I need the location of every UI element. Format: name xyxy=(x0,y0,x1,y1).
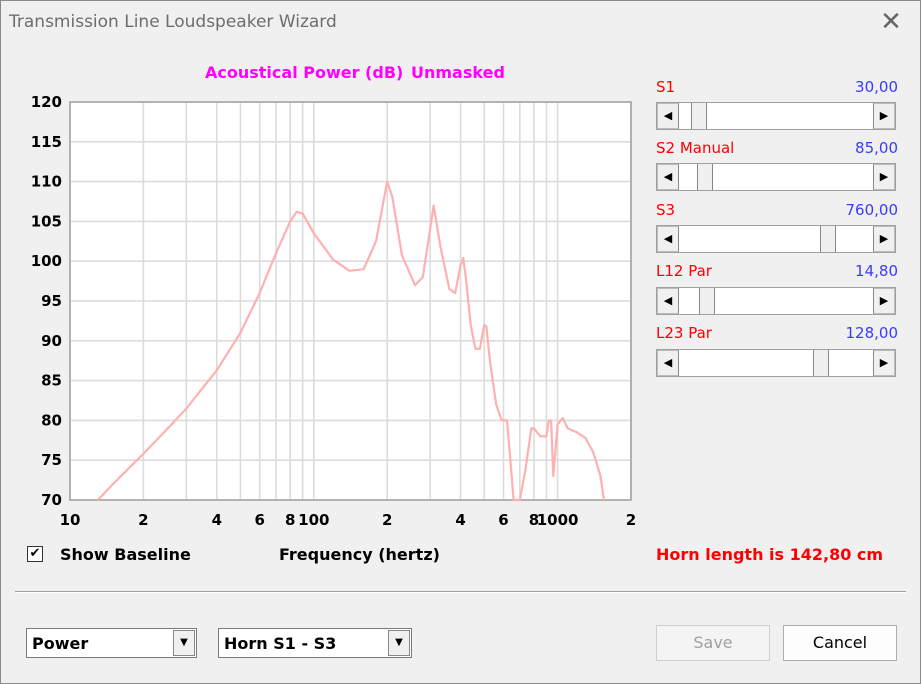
y-tick-label: 105 xyxy=(31,212,62,230)
y-tick-label: 85 xyxy=(41,372,62,390)
mode-combo-value: Power xyxy=(32,634,89,653)
scroll-right-icon[interactable]: ▶ xyxy=(873,288,895,314)
show-baseline-checkbox[interactable]: ✔ xyxy=(27,546,43,562)
slider-l12[interactable]: ◀ ▶ xyxy=(656,287,896,315)
scroll-left-icon[interactable]: ◀ xyxy=(657,288,679,314)
y-tick-label: 110 xyxy=(31,173,62,191)
x-tick-label: 8 xyxy=(529,511,539,529)
scroll-left-icon[interactable]: ◀ xyxy=(657,164,679,190)
horn-length-status: Horn length is 142,80 cm xyxy=(656,545,884,564)
show-baseline-label[interactable]: Show Baseline xyxy=(60,545,191,564)
x-tick-label: 6 xyxy=(498,511,508,529)
x-tick-label: 6 xyxy=(254,511,264,529)
scroll-right-icon[interactable]: ▶ xyxy=(873,164,895,190)
chevron-down-icon[interactable]: ▼ xyxy=(173,630,195,656)
scroll-right-icon[interactable]: ▶ xyxy=(873,350,895,376)
x-axis-title: Frequency (hertz) xyxy=(279,545,440,564)
close-icon[interactable]: ✕ xyxy=(880,7,902,37)
y-tick-label: 90 xyxy=(41,332,62,350)
x-tick-label: 10 xyxy=(60,511,81,529)
scroll-right-icon[interactable]: ▶ xyxy=(873,103,895,129)
acoustical-power-line xyxy=(97,180,606,502)
x-tick-label: 4 xyxy=(455,511,465,529)
y-tick-label: 75 xyxy=(41,451,62,469)
scroll-left-icon[interactable]: ◀ xyxy=(657,103,679,129)
y-tick-label: 100 xyxy=(31,252,62,270)
title-bar: Transmission Line Loudspeaker Wizard ✕ xyxy=(1,1,920,45)
slider-l23-value: 128,00 xyxy=(845,324,899,342)
slider-s1-label: S1 xyxy=(656,78,676,96)
slider-s1-value: 30,00 xyxy=(855,78,898,96)
scroll-left-icon[interactable]: ◀ xyxy=(657,226,679,252)
slider-l12-thumb[interactable] xyxy=(698,288,715,314)
x-tick-label: 4 xyxy=(212,511,222,529)
plot-title-mode: Unmasked xyxy=(411,63,505,82)
cancel-button[interactable]: Cancel xyxy=(783,625,897,661)
slider-s2-value: 85,00 xyxy=(855,139,898,157)
slider-s1[interactable]: ◀ ▶ xyxy=(656,102,896,130)
slider-l12-label: L12 Par xyxy=(656,262,712,280)
y-tick-label: 70 xyxy=(41,491,62,509)
window-title: Transmission Line Loudspeaker Wizard xyxy=(9,12,337,32)
slider-l23-label: L23 Par xyxy=(656,324,712,342)
plot-frame xyxy=(69,101,632,501)
slider-l12-value: 14,80 xyxy=(855,262,898,280)
x-tick-label: 2 xyxy=(138,511,148,529)
slider-s1-thumb[interactable] xyxy=(691,103,708,129)
x-tick-label: 2 xyxy=(382,511,392,529)
plot-title-quantity: Acoustical Power (dB) xyxy=(205,63,404,82)
x-tick-label: 100 xyxy=(298,511,329,529)
y-tick-label: 115 xyxy=(31,133,62,151)
x-tick-label: 8 xyxy=(285,511,295,529)
slider-s3-thumb[interactable] xyxy=(819,226,836,252)
scroll-left-icon[interactable]: ◀ xyxy=(657,350,679,376)
chevron-down-icon[interactable]: ▼ xyxy=(388,630,410,656)
x-tick-label: 1000 xyxy=(537,511,579,529)
scroll-right-icon[interactable]: ▶ xyxy=(873,226,895,252)
slider-s3-label: S3 xyxy=(656,201,676,219)
x-tick-label: 2 xyxy=(626,511,636,529)
horn-combo-value: Horn S1 - S3 xyxy=(224,634,337,653)
slider-s3-value: 760,00 xyxy=(845,201,899,219)
horn-combo[interactable]: Horn S1 - S3 ▼ xyxy=(218,628,412,658)
save-button[interactable]: Save xyxy=(656,625,770,661)
y-tick-label: 80 xyxy=(41,411,62,429)
slider-l23[interactable]: ◀ ▶ xyxy=(656,349,896,377)
slider-s2-thumb[interactable] xyxy=(696,164,713,190)
separator xyxy=(15,591,906,593)
slider-l23-thumb[interactable] xyxy=(812,350,829,376)
mode-combo[interactable]: Power ▼ xyxy=(26,628,197,658)
slider-s2[interactable]: ◀ ▶ xyxy=(656,163,896,191)
slider-s3[interactable]: ◀ ▶ xyxy=(656,225,896,253)
y-tick-label: 120 xyxy=(31,93,62,111)
y-tick-label: 95 xyxy=(41,292,62,310)
slider-s2-label: S2 Manual xyxy=(656,139,735,157)
